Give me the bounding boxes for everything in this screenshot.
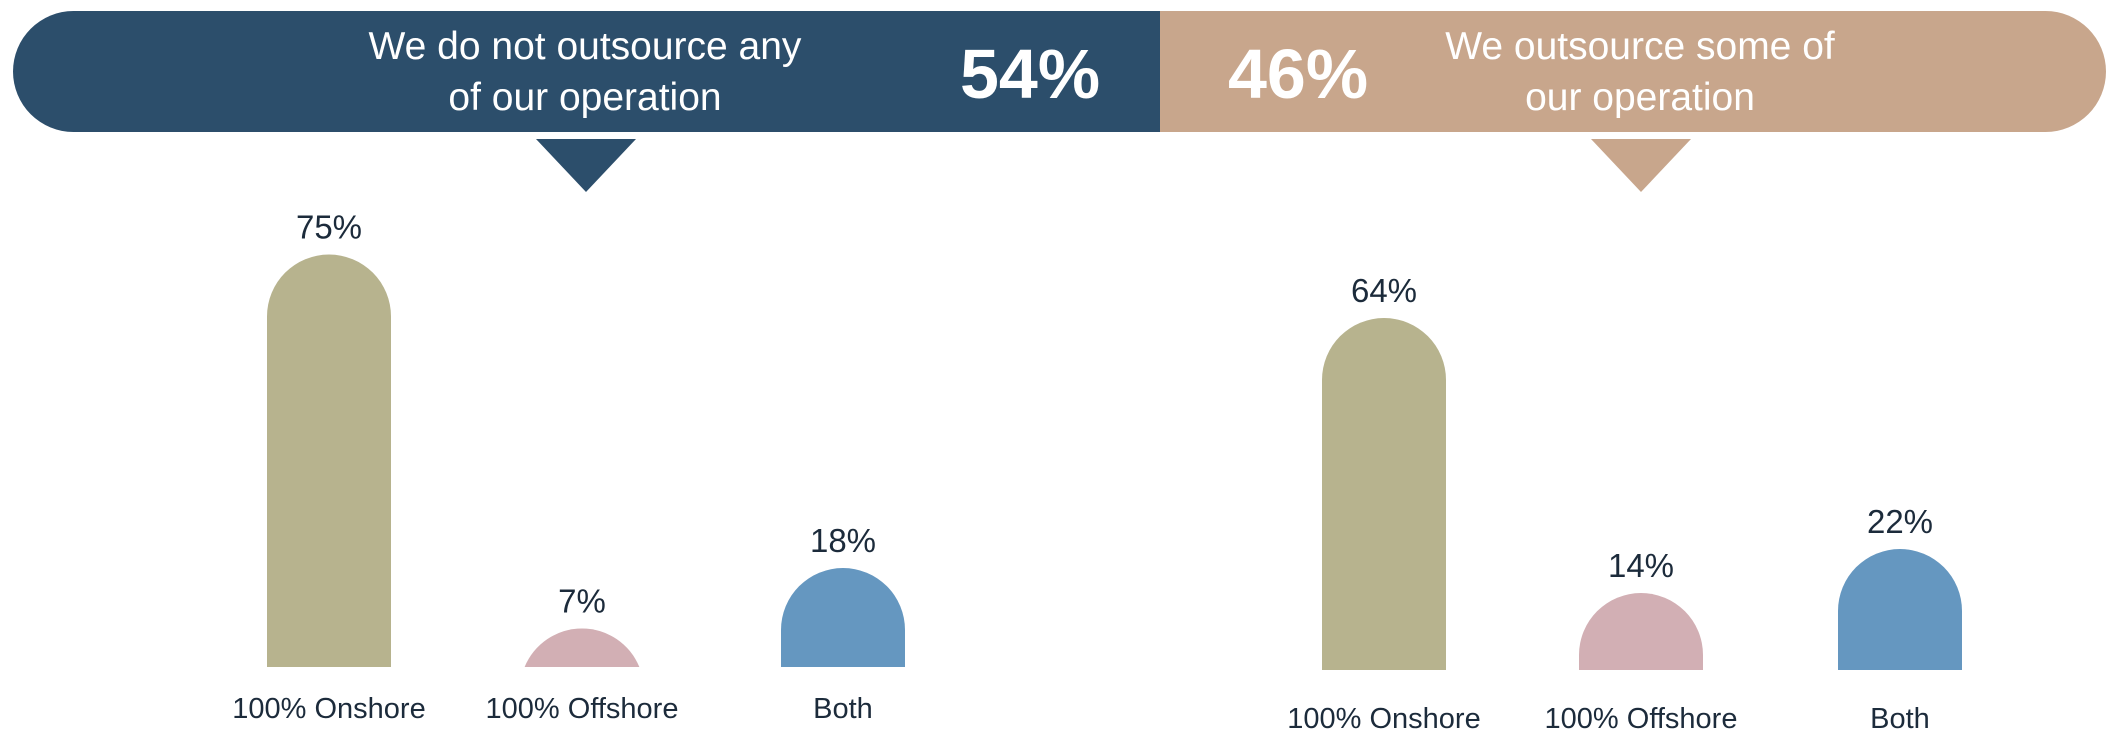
- chart2-bar-2: [1579, 593, 1703, 670]
- banner-left-line1: We do not outsource any: [368, 25, 802, 68]
- banner-right-line2: our operation: [1525, 76, 1755, 119]
- banner-right-text: We outsource some of our operation: [1390, 21, 1890, 123]
- chart2-bar-3: [1838, 549, 1962, 670]
- chart1-category-label-1: 100% Onshore: [232, 693, 425, 725]
- chart2-value-label-1: 64%: [1351, 272, 1417, 309]
- chart2-category-label-3: Both: [1870, 703, 1930, 732]
- left-pointer-icon: [536, 139, 636, 192]
- banner-right-percent: 46%: [1228, 35, 1369, 113]
- chart1-value-label-1: 75%: [296, 209, 362, 246]
- chart1-category-label-3: Both: [813, 693, 873, 725]
- banner-outsource-some: [1160, 11, 2106, 132]
- chart1-value-label-3: 18%: [810, 522, 876, 559]
- chart1-category-label-2: 100% Offshore: [486, 693, 679, 725]
- banner-left-percent: 54%: [960, 35, 1101, 113]
- right-pointer-icon: [1591, 139, 1691, 192]
- chart1-bar-3: [781, 568, 905, 667]
- banner-right-line1: We outsource some of: [1445, 25, 1835, 68]
- banner-left-text: We do not outsource any of our operation: [335, 21, 835, 123]
- chart2-category-label-1: 100% Onshore: [1287, 703, 1480, 732]
- chart2-value-label-2: 14%: [1608, 547, 1674, 584]
- chart1-value-label-2: 7%: [558, 583, 606, 620]
- chart2-category-label-2: 100% Offshore: [1545, 703, 1738, 732]
- chart1-bar-2: [524, 628, 640, 667]
- banner-left-line2: of our operation: [448, 76, 722, 119]
- chart2-value-label-3: 22%: [1867, 503, 1933, 540]
- chart1-bar-1: [267, 254, 391, 667]
- banner-no-outsource: [13, 11, 1161, 132]
- chart2-bar-1: [1322, 318, 1446, 670]
